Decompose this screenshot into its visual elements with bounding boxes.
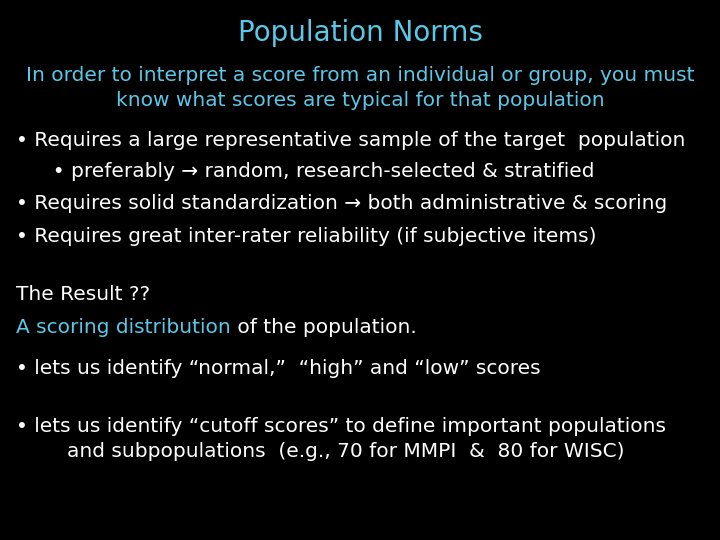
Text: A scoring distribution: A scoring distribution bbox=[16, 318, 230, 336]
Text: of the population.: of the population. bbox=[230, 318, 416, 336]
Text: In order to interpret a score from an individual or group, you must
know what sc: In order to interpret a score from an in… bbox=[26, 66, 694, 110]
Text: • lets us identify “normal,”  “high” and “low” scores: • lets us identify “normal,” “high” and … bbox=[16, 359, 541, 378]
Text: • Requires great inter-rater reliability (if subjective items): • Requires great inter-rater reliability… bbox=[16, 227, 596, 246]
Text: • preferably → random, research-selected & stratified: • preferably → random, research-selected… bbox=[40, 162, 594, 181]
Text: Population Norms: Population Norms bbox=[238, 19, 482, 47]
Text: The Result ??: The Result ?? bbox=[16, 285, 150, 304]
Text: • lets us identify “cutoff scores” to define important populations
        and s: • lets us identify “cutoff scores” to de… bbox=[16, 417, 666, 461]
Text: • Requires solid standardization → both administrative & scoring: • Requires solid standardization → both … bbox=[16, 194, 667, 213]
Text: • Requires a large representative sample of the target  population: • Requires a large representative sample… bbox=[16, 131, 685, 150]
